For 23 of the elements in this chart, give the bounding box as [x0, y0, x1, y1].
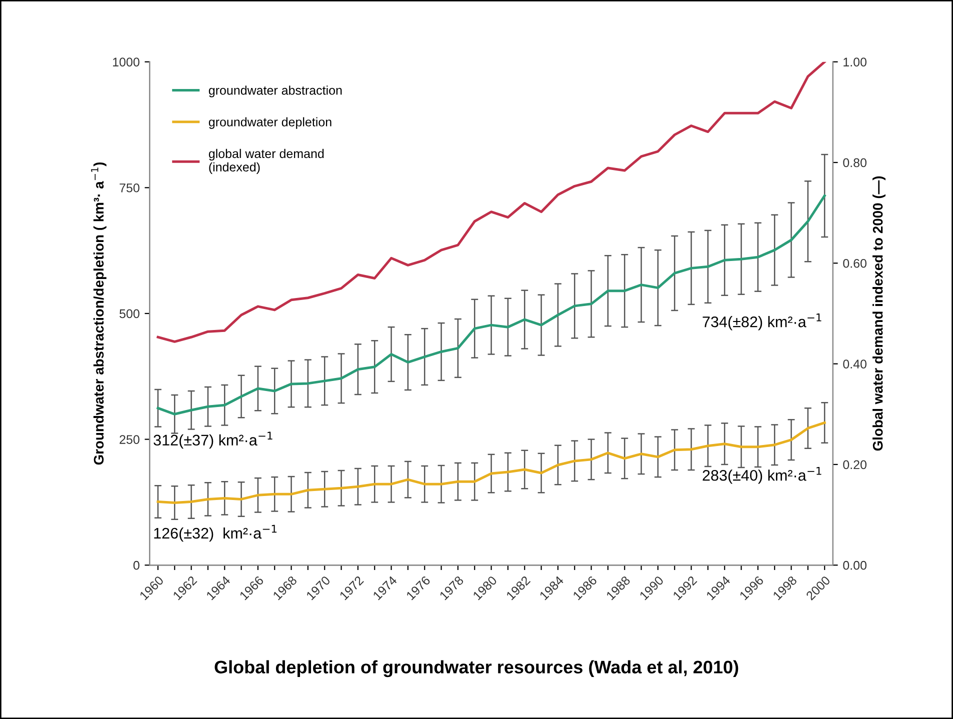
y2-tick-label: 0.40	[843, 360, 866, 368]
legend-label: groundwater depletion	[208, 117, 332, 129]
annotation: 312(±37) km²·a$^{−1}$	[154, 432, 272, 449]
y-tick-label: 0	[133, 560, 140, 570]
y-tick-label: 750	[120, 183, 140, 192]
legend-label: groundwater abstraction	[208, 86, 342, 98]
annotation: 734(±82) km²·a$^{−1}$	[702, 313, 822, 330]
line-series	[156, 62, 826, 343]
line-series	[156, 194, 826, 416]
annotation: 283(±40) km²·a$^{−1}$	[702, 466, 822, 484]
y2-tick-label: 0.80	[843, 158, 866, 168]
y2-axis-title: Global water demand indexed to 2000 (—)	[872, 176, 886, 451]
text: Global depletion of groundwater resources (Wada et al, 2010)	[214, 660, 738, 678]
y2-tick-label: 0.60	[843, 258, 866, 268]
legend-label: global water demand (indexed)	[208, 148, 324, 174]
y2-tick-label: 0.20	[843, 460, 866, 470]
y2-tick-label: 0.00	[843, 560, 866, 570]
y-tick-label: 500	[120, 309, 140, 318]
annotation: 126(±32) km²·a$^{−1}$	[154, 524, 277, 542]
y-axis-title: Groundwater abstraction/depletion ( km³· a$^{−1}$)	[91, 162, 106, 465]
y2-tick-label: 1.00	[844, 58, 866, 66]
y-tick-label: 250	[120, 435, 140, 444]
y-tick-label: 1000	[113, 58, 140, 66]
